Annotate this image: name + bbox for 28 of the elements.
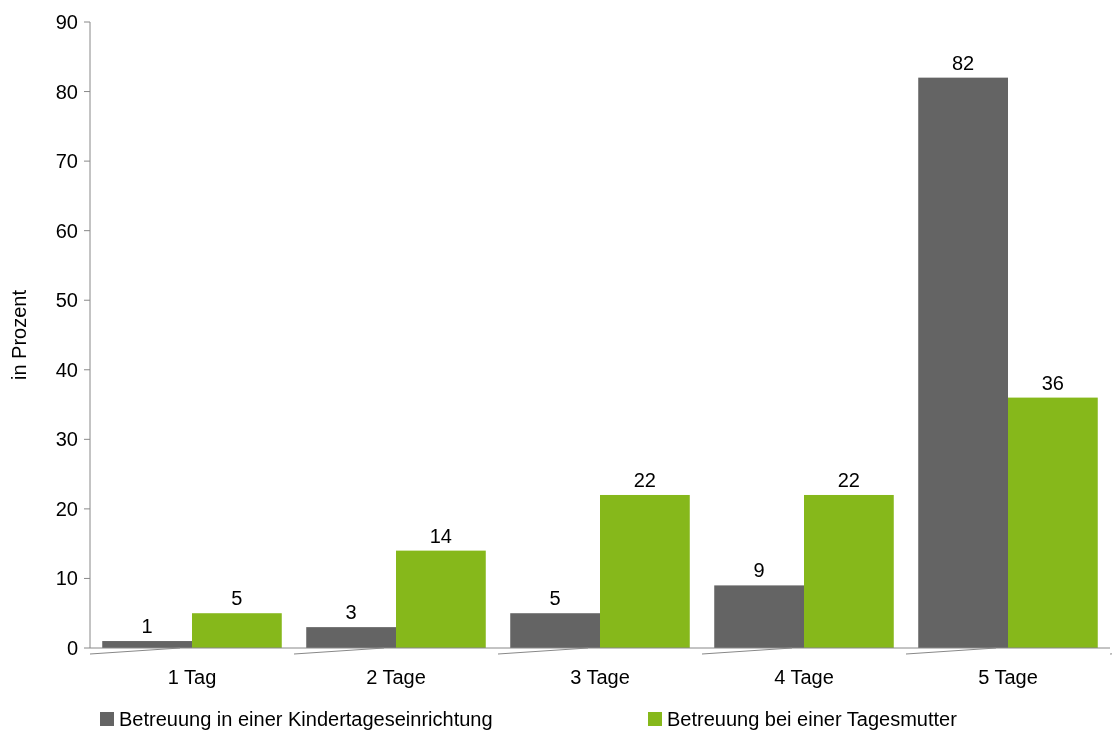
x-tick-label: 5 Tage xyxy=(978,666,1038,688)
y-tick-label: 70 xyxy=(55,150,78,173)
x-tick-label: 4 Tage xyxy=(774,666,834,688)
legend-label: Betreuung bei einer Tagesmutter xyxy=(667,708,958,730)
data-label: 82 xyxy=(951,51,975,74)
y-tick-label: 30 xyxy=(55,428,78,451)
legend-label: Betreuung in einer Kindertageseinrichtung xyxy=(119,708,493,730)
y-tick-label: 80 xyxy=(55,80,78,103)
x-tick-label: 2 Tage xyxy=(366,666,426,688)
data-label: 22 xyxy=(837,468,861,491)
data-label: 22 xyxy=(633,468,657,491)
y-tick-label: 60 xyxy=(55,219,78,242)
data-label: 14 xyxy=(429,524,453,547)
data-label: 1 xyxy=(141,615,153,638)
y-tick-label: 20 xyxy=(55,497,78,520)
y-tick-label: 40 xyxy=(55,358,78,381)
data-label: 5 xyxy=(231,587,243,610)
data-label: 36 xyxy=(1041,371,1065,394)
y-tick-label: 0 xyxy=(66,637,78,659)
y-axis-title: in Prozent xyxy=(8,289,30,381)
data-label: 5 xyxy=(549,587,561,610)
data-label: 3 xyxy=(345,601,357,624)
y-tick-label: 90 xyxy=(55,11,78,33)
x-tick-label: 1 Tag xyxy=(167,666,217,688)
x-tick-label: 3 Tage xyxy=(570,666,630,688)
y-tick-label: 10 xyxy=(55,567,78,590)
y-tick-label: 50 xyxy=(55,289,78,312)
data-label: 9 xyxy=(753,559,765,582)
